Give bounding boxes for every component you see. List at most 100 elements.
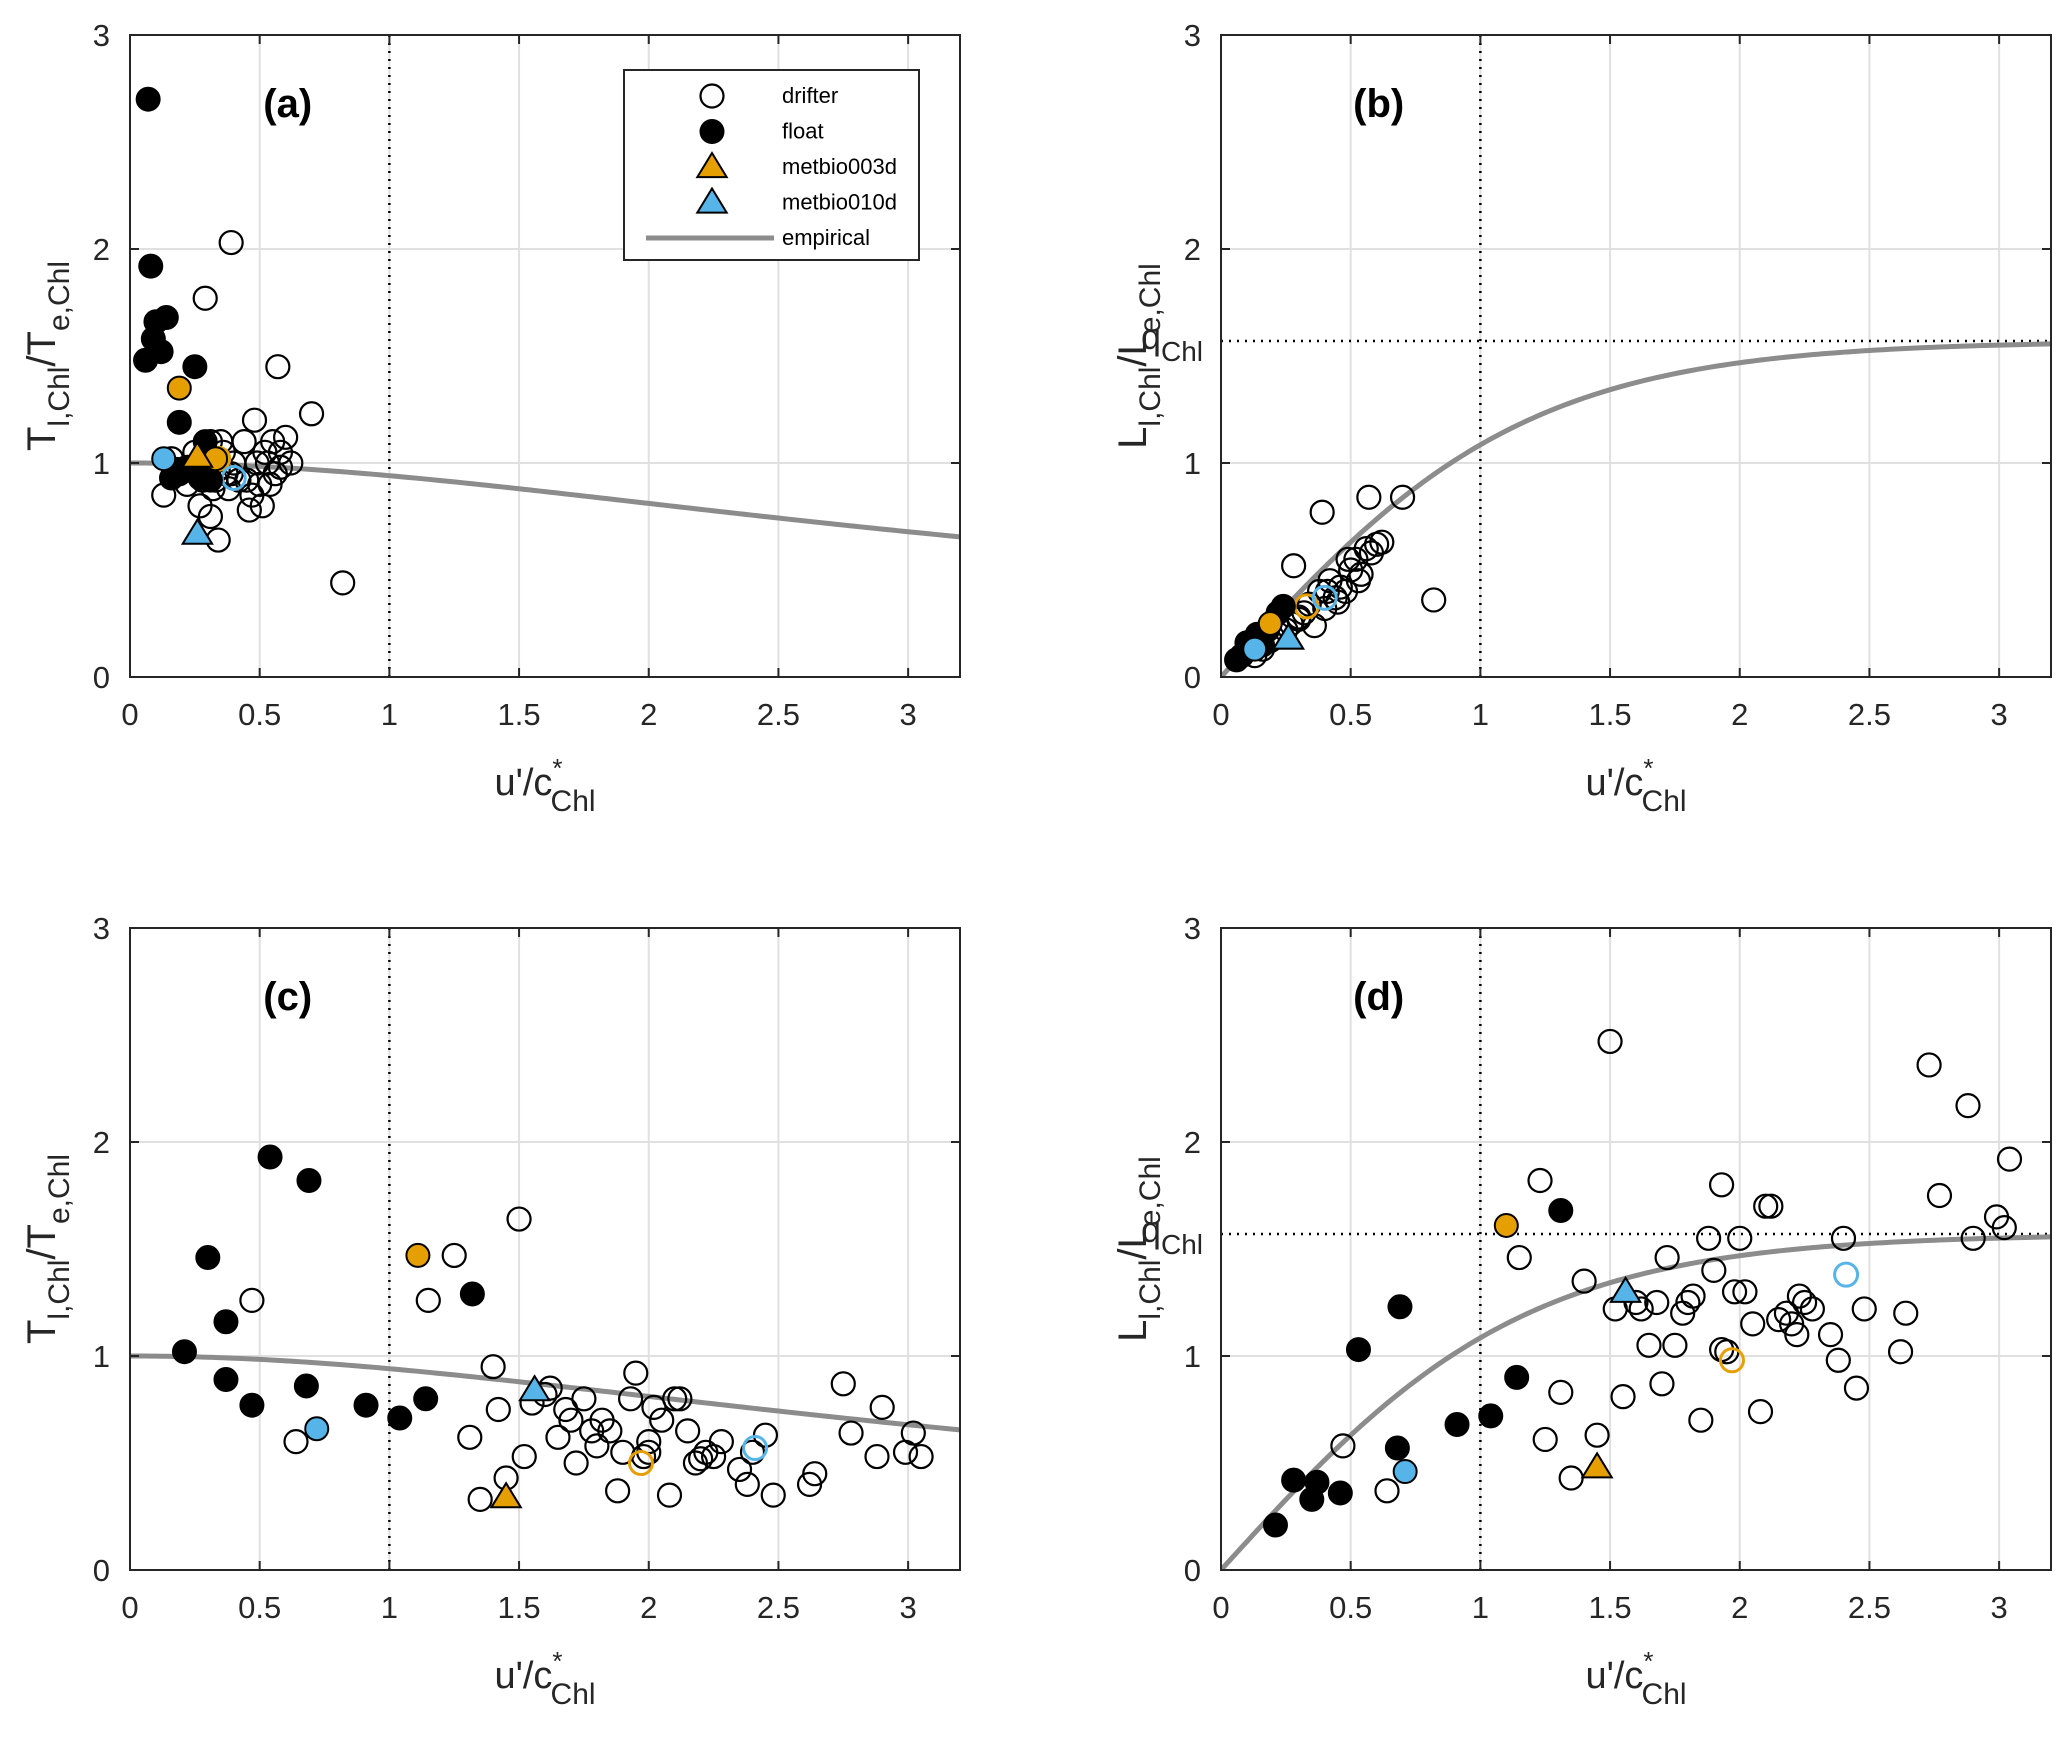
y-tick-label: 0 [1184,660,1201,695]
y-axis-label-main: L [1111,427,1155,449]
point-drifter [1335,546,1361,572]
point-drifter [708,1428,734,1455]
y-axis-label-sub1: l,Chl [43,1260,76,1320]
legend-label-metbio010d: metbio010d [782,190,897,215]
y-axis-label: Ll,Chl/Le,Chl [1111,1156,1167,1342]
legend-marker-float [699,119,725,144]
point-drifter [900,1420,926,1446]
point-drifter [667,1386,693,1412]
point-drifter [675,1418,701,1444]
point-drifter [1374,1478,1400,1504]
q-chl-label-main: q [1141,316,1161,357]
x-axis-label-sub: Chl [551,1678,596,1711]
point-drifter [1791,1289,1818,1316]
x-axis-label-main: u'/c [494,1655,552,1697]
point-drifter [273,424,299,450]
y-tick-label: 2 [1184,1125,1201,1160]
point-drifter [278,450,304,476]
point-drifter [1532,1426,1558,1453]
legend-box [623,69,920,261]
point-drifter [1766,1307,1792,1333]
point-float [171,1339,197,1365]
axes-frame [129,34,961,678]
point-float [135,86,161,112]
point-drifter [1654,1244,1680,1271]
point-drifter [563,1450,589,1476]
point-drifter [267,454,294,480]
point-float [197,467,223,493]
point-metbio010d-open [220,464,247,491]
point-drifter [1356,484,1382,510]
plot-area [1221,928,2051,1570]
x-axis-label: u'/c* Chl [1585,753,1686,818]
point-metbio003d-open [627,1450,654,1476]
point-drifter [605,1478,631,1504]
point-drifter [1784,1321,1810,1348]
point-drifter [1721,1279,1748,1305]
point-float [213,1367,239,1393]
x-axis-label-sup: * [552,753,562,783]
panel-label: (d) [1353,975,1404,1019]
point-drifter [1610,1384,1636,1410]
point-drifter [1662,1332,1688,1358]
y-tick-label: 2 [93,232,110,267]
point-metbio010d-open [1833,1261,1860,1288]
point-metbio010d [1242,636,1268,662]
point-drifter [1369,529,1395,555]
x-axis-label-sub: Chl [551,785,596,818]
point-drifter [1571,1268,1597,1294]
empirical-curve [1221,341,2051,677]
y-axis-label-sub1: l,Chl [1134,1260,1167,1320]
data-points [1262,1028,2023,1538]
point-metbio010d-open [1311,584,1338,611]
grid [129,927,960,1571]
x-axis-label-sup: * [1643,1646,1653,1676]
point-metbio003d-tri [1580,1451,1614,1479]
point-float [293,1373,319,1399]
point-drifter [584,1433,610,1459]
point-drifter [1558,1465,1584,1491]
point-float [459,1281,485,1307]
panel-a: 0 0.5 1 1.5 2 2.5 3 0 1 2 3 (a) u'/c* Chl Tl,Chl/Te,Ch… [20,18,961,818]
point-drifter [1389,484,1416,510]
y-axis-label: Ll,Chl/Le,Chl [1111,263,1167,449]
point-drifter [1281,553,1307,579]
point-drifter [298,401,325,427]
point-metbio003d [405,1242,431,1268]
point-drifter [239,1287,265,1313]
q-chl-label-sub: Chl [1161,336,1203,367]
point-drifter [234,467,260,493]
point-drifter [1926,1182,1953,1209]
y-tick-label: 3 [1184,18,1201,53]
point-drifter [330,570,356,596]
legend-marker-metbio010d [695,186,729,214]
x-tick-label: 3 [900,1590,917,1625]
point-drifter [1830,1225,1857,1251]
point-drifter [511,1443,537,1470]
x-axis-label-main: u'/c [494,762,552,804]
q-chl-label-sub: Chl [1161,1229,1203,1260]
q-chl-label: qChl [1141,316,1203,367]
point-float [1345,1337,1371,1363]
y-tick-label: 0 [93,660,110,695]
y-axis-label-sub2: e,Chl [43,261,76,331]
point-drifter [739,1439,766,1465]
point-drifter [700,1443,727,1470]
point-float [1387,1294,1413,1320]
point-drifter [1353,535,1379,562]
y-tick-label: 3 [93,911,110,946]
point-drifter [265,354,291,380]
legend-label-drifter: drifter [782,83,838,108]
point-float [387,1405,413,1431]
point-drifter [249,493,275,519]
axes-frame [129,927,961,1571]
x-tick-label: 0.5 [238,697,281,732]
x-axis-label-sup: * [1643,753,1653,783]
point-drifter [1597,1028,1623,1055]
x-axis-label-sub: Chl [1642,785,1687,818]
point-metbio003d-tri [489,1481,523,1509]
point-float [257,1144,283,1170]
point-drifter [1740,1311,1766,1337]
point-float [1504,1364,1530,1390]
point-drifter [688,1446,714,1472]
